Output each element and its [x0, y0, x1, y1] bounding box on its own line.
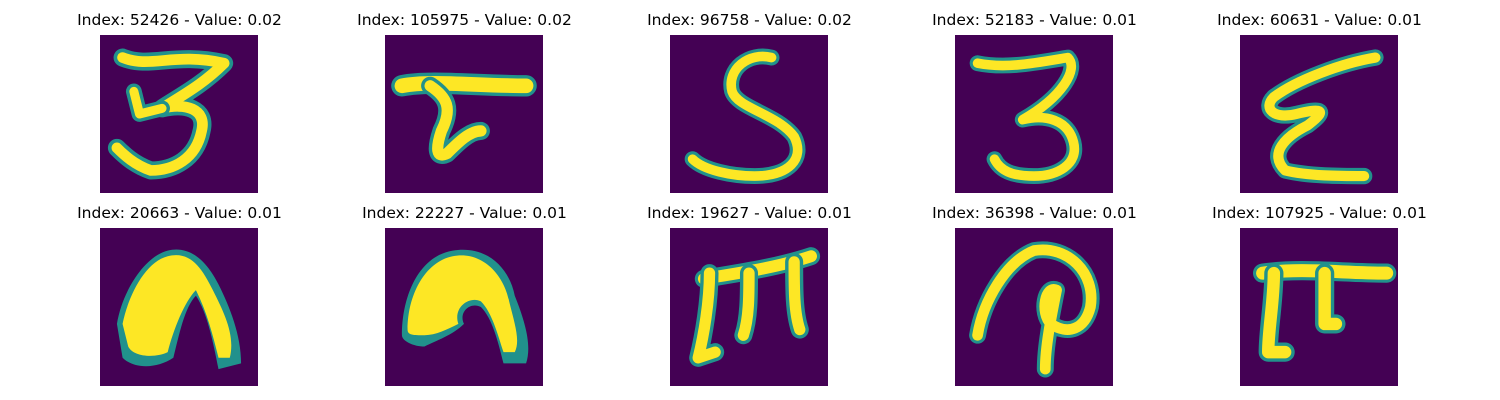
panel-3: Index: 52183 - Value: 0.01 [892, 1, 1177, 193]
digit-image [100, 228, 258, 386]
panel-title: Index: 107925 - Value: 0.01 [1212, 204, 1427, 222]
digit-image [100, 35, 258, 193]
panel-7: Index: 19627 - Value: 0.01 [607, 194, 892, 386]
digit-image [385, 228, 543, 386]
panel-8: Index: 36398 - Value: 0.01 [892, 194, 1177, 386]
panel-1: Index: 105975 - Value: 0.02 [322, 1, 607, 193]
panel-title: Index: 19627 - Value: 0.01 [647, 204, 852, 222]
panel-title: Index: 20663 - Value: 0.01 [77, 204, 282, 222]
panel-0: Index: 52426 - Value: 0.02 [37, 1, 322, 193]
digit-image [1240, 228, 1398, 386]
digit-image [385, 35, 543, 193]
panel-title: Index: 60631 - Value: 0.01 [1217, 11, 1422, 29]
digit-image [670, 228, 828, 386]
panel-title: Index: 36398 - Value: 0.01 [932, 204, 1137, 222]
digit-image [955, 228, 1113, 386]
digit-image [1240, 35, 1398, 193]
panel-9: Index: 107925 - Value: 0.01 [1177, 194, 1462, 386]
panel-6: Index: 22227 - Value: 0.01 [322, 194, 607, 386]
digit-image [955, 35, 1113, 193]
panel-title: Index: 105975 - Value: 0.02 [357, 11, 572, 29]
panel-title: Index: 22227 - Value: 0.01 [362, 204, 567, 222]
panel-title: Index: 96758 - Value: 0.02 [647, 11, 852, 29]
panel-5: Index: 20663 - Value: 0.01 [37, 194, 322, 386]
panel-2: Index: 96758 - Value: 0.02 [607, 1, 892, 193]
panel-title: Index: 52183 - Value: 0.01 [932, 11, 1137, 29]
panel-4: Index: 60631 - Value: 0.01 [1177, 1, 1462, 193]
panel-title: Index: 52426 - Value: 0.02 [77, 11, 282, 29]
digit-image [670, 35, 828, 193]
